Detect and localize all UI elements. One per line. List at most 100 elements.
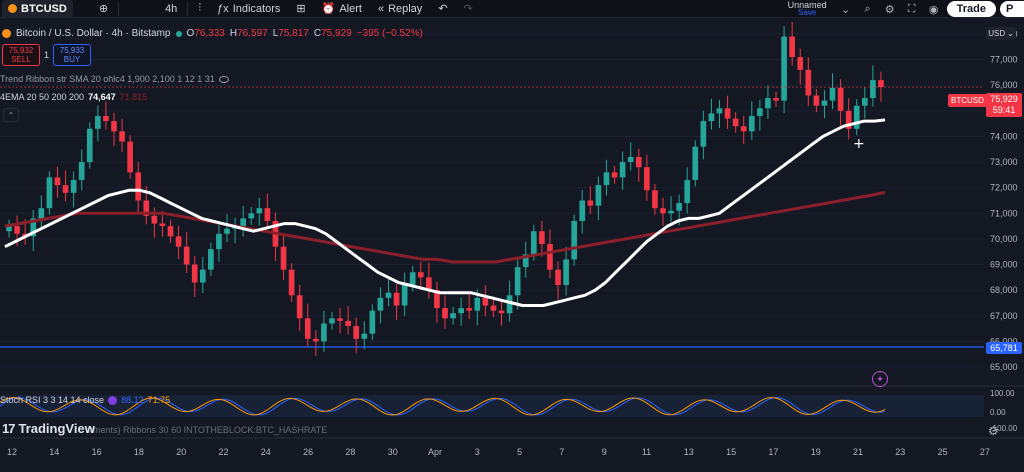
rsi-tick-label: 0.00 <box>990 408 1006 417</box>
time-tick-label: 14 <box>49 447 59 457</box>
gear-icon[interactable]: ⚙ <box>988 424 999 438</box>
time-tick-label: 25 <box>938 447 948 457</box>
rsi-label: Stoch RSI 3 3 14 14 close <box>0 395 105 405</box>
toolbar-right: Unnamed Save ⌄ ⌕ ⚙ ⛶ ◉ Trade P <box>782 0 1024 18</box>
price-tick-label: 67,000 <box>990 311 1018 321</box>
snapshot-button[interactable]: ◉ <box>925 1 943 17</box>
candle-body <box>684 180 691 204</box>
candle-body <box>466 308 473 311</box>
candle-body <box>199 269 206 283</box>
time-tick-label: 5 <box>517 447 522 457</box>
candle-body <box>409 272 416 286</box>
candle-body <box>54 177 61 186</box>
candle-body <box>70 180 77 193</box>
add-compare-button[interactable]: ⊕ <box>91 0 116 18</box>
trade-buttons: 75,932 SELL 1 75,933 BUY <box>2 44 92 66</box>
candle-body <box>377 297 384 311</box>
layout-name-button[interactable]: Unnamed Save <box>782 1 833 17</box>
candle-body <box>183 246 190 265</box>
hashrate-prefix: stments) <box>86 425 121 435</box>
ema-slow-value: 71,815 <box>119 92 148 102</box>
price-tick-label: 69,000 <box>990 260 1018 270</box>
publish-button[interactable]: P <box>1000 1 1024 17</box>
tradingview-mark-icon: 17 <box>2 421 16 436</box>
candle-body <box>14 226 20 234</box>
symbol-legend: Bitcoin / U.S. Dollar · 4h · Bitstamp O7… <box>2 28 423 39</box>
candle-body <box>821 100 828 106</box>
cursor-crosshair-icon: + <box>853 136 865 152</box>
interval-button[interactable]: 4h <box>157 0 185 18</box>
candle-body <box>635 156 642 168</box>
time-tick-label: 24 <box>261 447 271 457</box>
rewind-icon: « <box>377 2 385 15</box>
candle-body <box>127 141 133 173</box>
layout-menu-button[interactable]: ⌄ <box>837 1 855 17</box>
hashrate-indicator-legend[interactable]: stments) Ribbons 30 60 INTOTHEBLOCK:BTC_… <box>0 425 327 435</box>
collapse-legend-button[interactable]: ⌃ <box>3 108 19 122</box>
spread-value: 1 <box>44 50 50 60</box>
alert-button[interactable]: ⏰ Alert <box>314 0 370 18</box>
sell-label: SELL <box>11 55 31 64</box>
candle-body <box>304 318 311 339</box>
templates-button[interactable]: ⊞ <box>288 0 313 18</box>
change-value: −395 (−0.52%) <box>356 28 423 39</box>
candle-body <box>369 310 376 334</box>
candle-body <box>700 121 707 147</box>
replay-button[interactable]: « Replay <box>370 0 430 18</box>
candle-body <box>159 223 166 227</box>
redo-icon: ↷ <box>463 3 473 15</box>
symbol-search-button[interactable]: BTCUSD <box>2 0 73 18</box>
time-tick-label: Apr <box>428 447 442 457</box>
open-value: 76,333 <box>194 28 225 39</box>
candle-body <box>224 228 230 234</box>
eye-icon[interactable] <box>218 75 229 83</box>
settings-button[interactable]: ⚙ <box>881 1 899 17</box>
candle-body <box>571 220 577 260</box>
stoch-rsi-legend[interactable]: Stoch RSI 3 3 14 14 close 88.12 71.75 <box>0 395 170 405</box>
chevron-up-icon: ⌃ <box>7 110 15 120</box>
time-tick-label: 22 <box>218 447 228 457</box>
currency-selector[interactable]: USD ⌄ <box>986 27 1016 40</box>
fullscreen-button[interactable]: ⛶ <box>903 1 921 17</box>
candle-body <box>539 231 545 245</box>
high-value: 76,597 <box>237 28 268 39</box>
trade-button[interactable]: Trade <box>946 1 996 17</box>
rsi-d-line <box>0 397 886 416</box>
candle-body <box>547 244 553 270</box>
price-tick-label: 76,000 <box>990 80 1018 90</box>
candle-body <box>861 98 868 106</box>
toolbar-divider <box>187 1 189 16</box>
time-tick-label: 27 <box>980 447 990 457</box>
time-tick-label: 23 <box>895 447 905 457</box>
search-icon: ⌕ <box>864 2 871 15</box>
tradingview-logo[interactable]: 17 TradingView <box>2 421 95 436</box>
candle-body <box>789 36 795 58</box>
ema-fast-line <box>4 118 886 307</box>
price-tick-label: 70,000 <box>990 234 1018 244</box>
candle-body <box>474 297 481 311</box>
ribbon-indicator-legend[interactable]: Trend Ribbon str SMA 20 ohlc4 1,900 2,10… <box>0 74 229 84</box>
ema-indicator-legend[interactable]: 4EMA 20 50 200 200 74,647 71,815 <box>0 92 147 102</box>
redo-button[interactable]: ↷ <box>456 0 481 18</box>
indicators-button[interactable]: ƒx Indicators <box>209 0 288 18</box>
candle-body <box>514 267 521 296</box>
price-chart[interactable]: 78,00077,00076,00075,00074,00073,00072,0… <box>0 19 1024 472</box>
candle-body <box>393 292 400 306</box>
sell-button[interactable]: 75,932 SELL <box>2 44 40 66</box>
candle-body <box>555 269 561 286</box>
alert-label: Alert <box>339 2 362 15</box>
candle-body <box>652 190 658 209</box>
quick-search-button[interactable]: ⌕ <box>859 1 877 17</box>
chart-type-button[interactable]: ⫶ <box>190 0 209 18</box>
rsi-tick-label: 100.00 <box>990 389 1015 398</box>
candle-body <box>724 108 731 119</box>
undo-button[interactable]: ↶ <box>430 0 455 18</box>
ai-assistant-icon[interactable]: ✦ <box>872 371 888 387</box>
time-tick-label: 26 <box>303 447 313 457</box>
time-tick-label: 16 <box>92 447 102 457</box>
last-price-tag: 75,929 59:41 <box>986 93 1022 117</box>
currency-label: USD <box>988 29 1006 38</box>
buy-button[interactable]: 75,933 BUY <box>53 44 92 66</box>
candle-body <box>506 295 513 314</box>
time-tick-label: 13 <box>684 447 694 457</box>
